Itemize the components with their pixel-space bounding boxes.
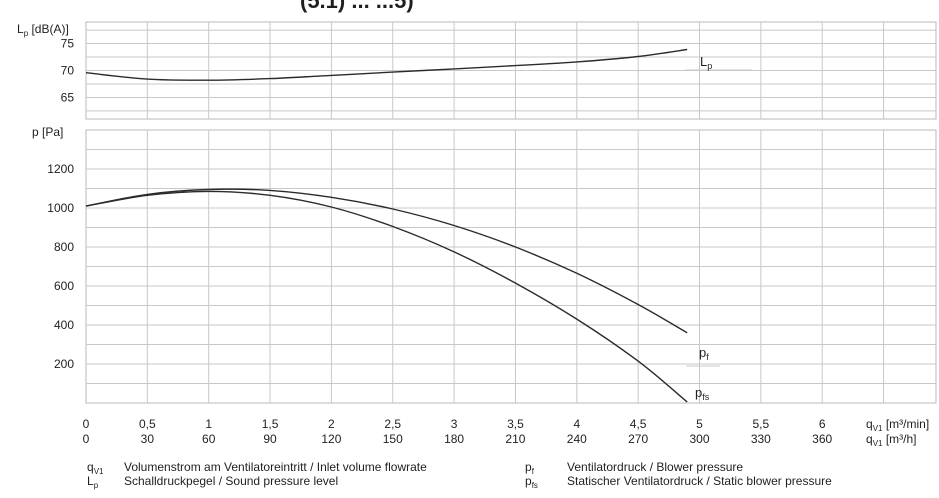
curve-pfs xyxy=(85,190,688,403)
x-tick-label-m3-per-h: 30 xyxy=(141,432,155,446)
x-tick-label-m3-per-h: 120 xyxy=(321,432,341,446)
x-tick-label-m3-per-min: 5,5 xyxy=(753,417,770,431)
x-tick-label-m3-per-h: 270 xyxy=(628,432,648,446)
x-axis-label-m3-per-h: qV1 [m³/h] xyxy=(866,432,917,448)
top-ytick-label: 65 xyxy=(61,90,75,104)
x-tick-label-m3-per-min: 4 xyxy=(573,417,580,431)
x-tick-label-m3-per-h: 330 xyxy=(751,432,771,446)
x-tick-label-m3-per-h: 210 xyxy=(505,432,525,446)
legend-key-pf: pf xyxy=(525,460,535,476)
legend-text-pfs: Statischer Ventilatordruck / Static blow… xyxy=(567,474,832,488)
x-ticks-m3-per-min: 0 0,5 1 1,5 2 2,5 3 3,5 4 4,5 5 5,5 6 xyxy=(83,417,826,431)
x-tick-label-m3-per-min: 2 xyxy=(328,417,335,431)
x-tick-label-m3-per-min: 0 xyxy=(83,417,90,431)
x-tick-label-m3-per-min: 2,5 xyxy=(384,417,401,431)
x-tick-label-m3-per-min: 1,5 xyxy=(262,417,279,431)
x-tick-label-m3-per-min: 6 xyxy=(819,417,826,431)
x-tick-label-m3-per-h: 60 xyxy=(202,432,216,446)
x-axis-label-m3-per-min: qV1 [m³/min] xyxy=(866,417,929,433)
top-yticks: 75 70 65 xyxy=(61,37,75,105)
x-tick-label-m3-per-h: 360 xyxy=(812,432,832,446)
x-tick-label-m3-per-h: 0 xyxy=(83,432,90,446)
x-tick-label-m3-per-min: 3,5 xyxy=(507,417,524,431)
bottom-ytick-label: 800 xyxy=(54,240,74,254)
legend-key-lp: Lp xyxy=(87,474,99,490)
legend: qV1 Volumenstrom am Ventilatoreintritt /… xyxy=(87,460,832,490)
bottom-ytick-label: 200 xyxy=(54,357,74,371)
x-tick-label-m3-per-h: 240 xyxy=(567,432,587,446)
x-tick-label-m3-per-min: 3 xyxy=(451,417,458,431)
curve-pf xyxy=(85,188,688,334)
top-ylabel: Lp [dB(A)] xyxy=(17,22,69,38)
legend-key-qv1: qV1 xyxy=(87,460,104,476)
x-tick-label-m3-per-h: 150 xyxy=(383,432,403,446)
top-ytick-label: 70 xyxy=(61,64,75,78)
bottom-yticks: 1200 1000 800 600 400 200 xyxy=(47,162,74,371)
bottom-ytick-label: 1200 xyxy=(47,162,74,176)
top-ytick-label: 75 xyxy=(61,37,75,51)
curves-layer xyxy=(85,48,752,403)
legend-text-pf: Ventilatordruck / Blower pressure xyxy=(567,460,743,474)
legend-text-lp: Schalldruckpegel / Sound pressure level xyxy=(124,474,338,488)
x-tick-label-m3-per-h: 90 xyxy=(263,432,277,446)
x-ticks-m3-per-h: 0 30 60 90 120 150 180 210 240 270 300 330 360 xyxy=(83,432,833,446)
x-tick-label-m3-per-min: 0,5 xyxy=(139,417,156,431)
chart-title-fragment: (5.1) ... ...5) xyxy=(300,0,414,13)
bottom-ytick-label: 600 xyxy=(54,279,74,293)
x-tick-label-m3-per-min: 5 xyxy=(696,417,703,431)
x-tick-label-m3-per-min: 4,5 xyxy=(630,417,647,431)
curve-label-pf: pf xyxy=(699,345,709,362)
bottom-ylabel: p [Pa] xyxy=(32,125,63,139)
curve-label-lp: Lp xyxy=(700,54,712,71)
curve-label-pfs: pfs xyxy=(695,385,710,402)
grid-layer xyxy=(86,22,936,403)
legend-text-qv1: Volumenstrom am Ventilatoreintritt / Inl… xyxy=(124,460,427,474)
bottom-ytick-label: 400 xyxy=(54,318,74,332)
x-tick-label-m3-per-h: 180 xyxy=(444,432,464,446)
x-tick-label-m3-per-min: 1 xyxy=(205,417,212,431)
curve-Lp xyxy=(85,48,688,81)
x-tick-label-m3-per-h: 300 xyxy=(689,432,709,446)
bottom-ytick-label: 1000 xyxy=(47,201,74,215)
legend-key-pfs: pfs xyxy=(525,474,538,490)
